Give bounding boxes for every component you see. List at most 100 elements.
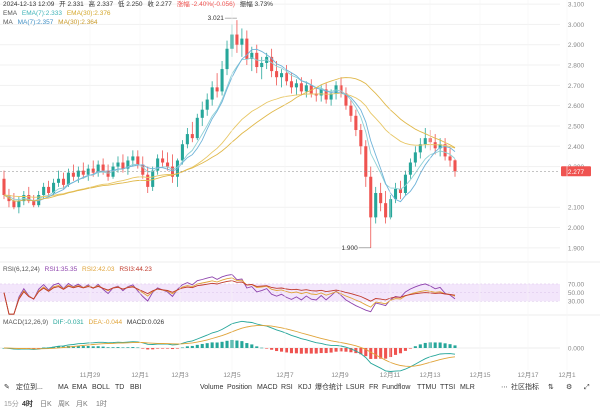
indicator-fundflow[interactable]: Fundflow	[382, 384, 411, 391]
macd-histogram-bar	[71, 345, 75, 348]
indicator-liquidation[interactable]: 爆仓统计	[315, 384, 343, 391]
candle-body	[339, 85, 343, 94]
candle-body	[408, 162, 412, 175]
candle-body	[61, 178, 66, 185]
candle	[398, 180, 403, 200]
timeframe-1w[interactable]: 周K	[58, 401, 70, 408]
macd-histogram-bar	[225, 340, 229, 348]
candle	[170, 154, 175, 183]
macd-histogram-bar	[270, 348, 274, 350]
rsi2-value: RSI2:42.03	[82, 266, 115, 273]
macd-histogram-bar	[413, 346, 417, 348]
macd-histogram-bar	[289, 348, 293, 354]
candle-body	[166, 162, 170, 167]
indicator-macd[interactable]: MACD	[257, 384, 278, 391]
timeframe-4h[interactable]: 4时	[22, 401, 33, 408]
time-tick-label: 12月7	[276, 371, 294, 379]
macd-histogram-bar	[195, 344, 199, 348]
toolbar-boll[interactable]: BOLL	[92, 384, 110, 391]
macd-legend[interactable]: MACD(12,26,9) DIF:-0.031 DEA:-0.044 MACD…	[3, 319, 167, 327]
candle-body	[32, 201, 36, 206]
timeframe-bar: 15分 4时 日K 周K 月K 1时	[0, 398, 600, 412]
macd-histogram-bar	[329, 348, 333, 353]
candle	[329, 89, 333, 106]
indicator-ttsi[interactable]: TTSI	[440, 384, 456, 391]
candle-body	[106, 170, 110, 177]
macd-value: MACD:0.026	[126, 319, 165, 326]
candle-body	[2, 178, 6, 196]
candle-body	[289, 81, 293, 88]
candle-body	[280, 73, 284, 78]
timeframe-1d[interactable]: 日K	[40, 401, 52, 408]
candle-body	[91, 168, 95, 173]
time-tick-label: 11月29	[80, 371, 101, 379]
ema-legend[interactable]: EMA EMA(7):2.333 EMA(30):2.376	[3, 10, 114, 18]
indicator-lsur[interactable]: LSUR	[346, 384, 365, 391]
indicator-rsi[interactable]: RSI	[281, 384, 293, 391]
candle-body	[195, 117, 199, 139]
indicator-volume[interactable]: Volume	[200, 384, 224, 391]
locate-button[interactable]: 定位到...	[16, 384, 43, 391]
rsi-legend[interactable]: RSI(6,12,24) RSI1:35.35 RSI2:42.03 RSI3:…	[3, 266, 155, 274]
indicator-position[interactable]: Position	[227, 384, 252, 391]
candle	[284, 65, 289, 86]
time-tick-label: 12月17	[518, 371, 539, 379]
macd-histogram-bar	[126, 347, 130, 348]
settings-icon[interactable]: ⚙	[566, 384, 573, 391]
toolbar-td[interactable]: TD	[115, 384, 125, 391]
candle	[324, 83, 328, 104]
macd-histogram-bar	[374, 348, 378, 359]
indicator-ttmu[interactable]: TTMU	[417, 384, 437, 391]
candle-body	[393, 188, 398, 200]
community-indicators-button[interactable]: 社区指标	[511, 384, 539, 391]
fullscreen-icon[interactable]: ⤢	[584, 384, 590, 391]
timeframe-1m[interactable]: 月K	[76, 401, 88, 408]
macd-histogram-bar	[433, 342, 437, 348]
toolbar-ma[interactable]: MA	[58, 384, 69, 391]
macd-histogram-bar	[304, 348, 308, 354]
indicator-kdj[interactable]: KDJ	[298, 384, 312, 391]
candle-body	[47, 186, 51, 193]
macd-histogram-bar	[294, 348, 298, 354]
draw-icon[interactable]: ✎	[4, 384, 10, 391]
macd-histogram-bar	[260, 347, 264, 349]
time-tick-label: 12月3	[171, 371, 189, 379]
candle-body	[12, 201, 16, 208]
timeframe-1h[interactable]: 1时	[96, 401, 107, 408]
candle	[190, 121, 194, 143]
indicator-fr[interactable]: FR	[369, 384, 379, 391]
toolbar-ema[interactable]: EMA	[72, 384, 88, 391]
last-price-tag	[561, 166, 591, 177]
time-tick-label: 12月15	[470, 371, 491, 379]
candle	[116, 156, 120, 173]
toolbar-bbi[interactable]: BBI	[130, 384, 142, 391]
macd-histogram-bar	[32, 348, 36, 349]
candle	[81, 162, 85, 179]
price-tick-label: 2.000	[568, 225, 585, 232]
macd-histogram-bar	[37, 348, 41, 349]
ma-legend[interactable]: MA MA(7):2.357 MA(30):2.364	[3, 19, 101, 27]
candle-body	[438, 144, 442, 149]
macd-histogram-bar	[369, 348, 373, 359]
macd-legend-label: MACD(12,26,9)	[3, 319, 49, 326]
rsi-tick-label: 30.00	[568, 299, 585, 306]
candle	[71, 164, 75, 181]
candle	[433, 134, 437, 155]
macd-histogram-bar	[146, 348, 150, 350]
timeframe-15m[interactable]: 15分	[4, 401, 19, 408]
indicator-mlr[interactable]: MLR	[460, 384, 475, 391]
candle	[166, 152, 170, 171]
candle	[413, 146, 417, 167]
community-icon[interactable]: ⋯	[501, 384, 508, 391]
compare-icon[interactable]: ⇅	[548, 384, 554, 391]
candle-body	[86, 168, 90, 175]
candle	[403, 170, 407, 196]
candle-body	[359, 130, 363, 147]
dif-value: DIF:-0.031	[52, 319, 84, 326]
candle-body	[418, 144, 422, 153]
price-tick-label: 2.400	[568, 144, 585, 151]
candle	[126, 156, 130, 175]
candle	[369, 166, 373, 248]
time-tick-label: 12月1	[131, 371, 149, 379]
